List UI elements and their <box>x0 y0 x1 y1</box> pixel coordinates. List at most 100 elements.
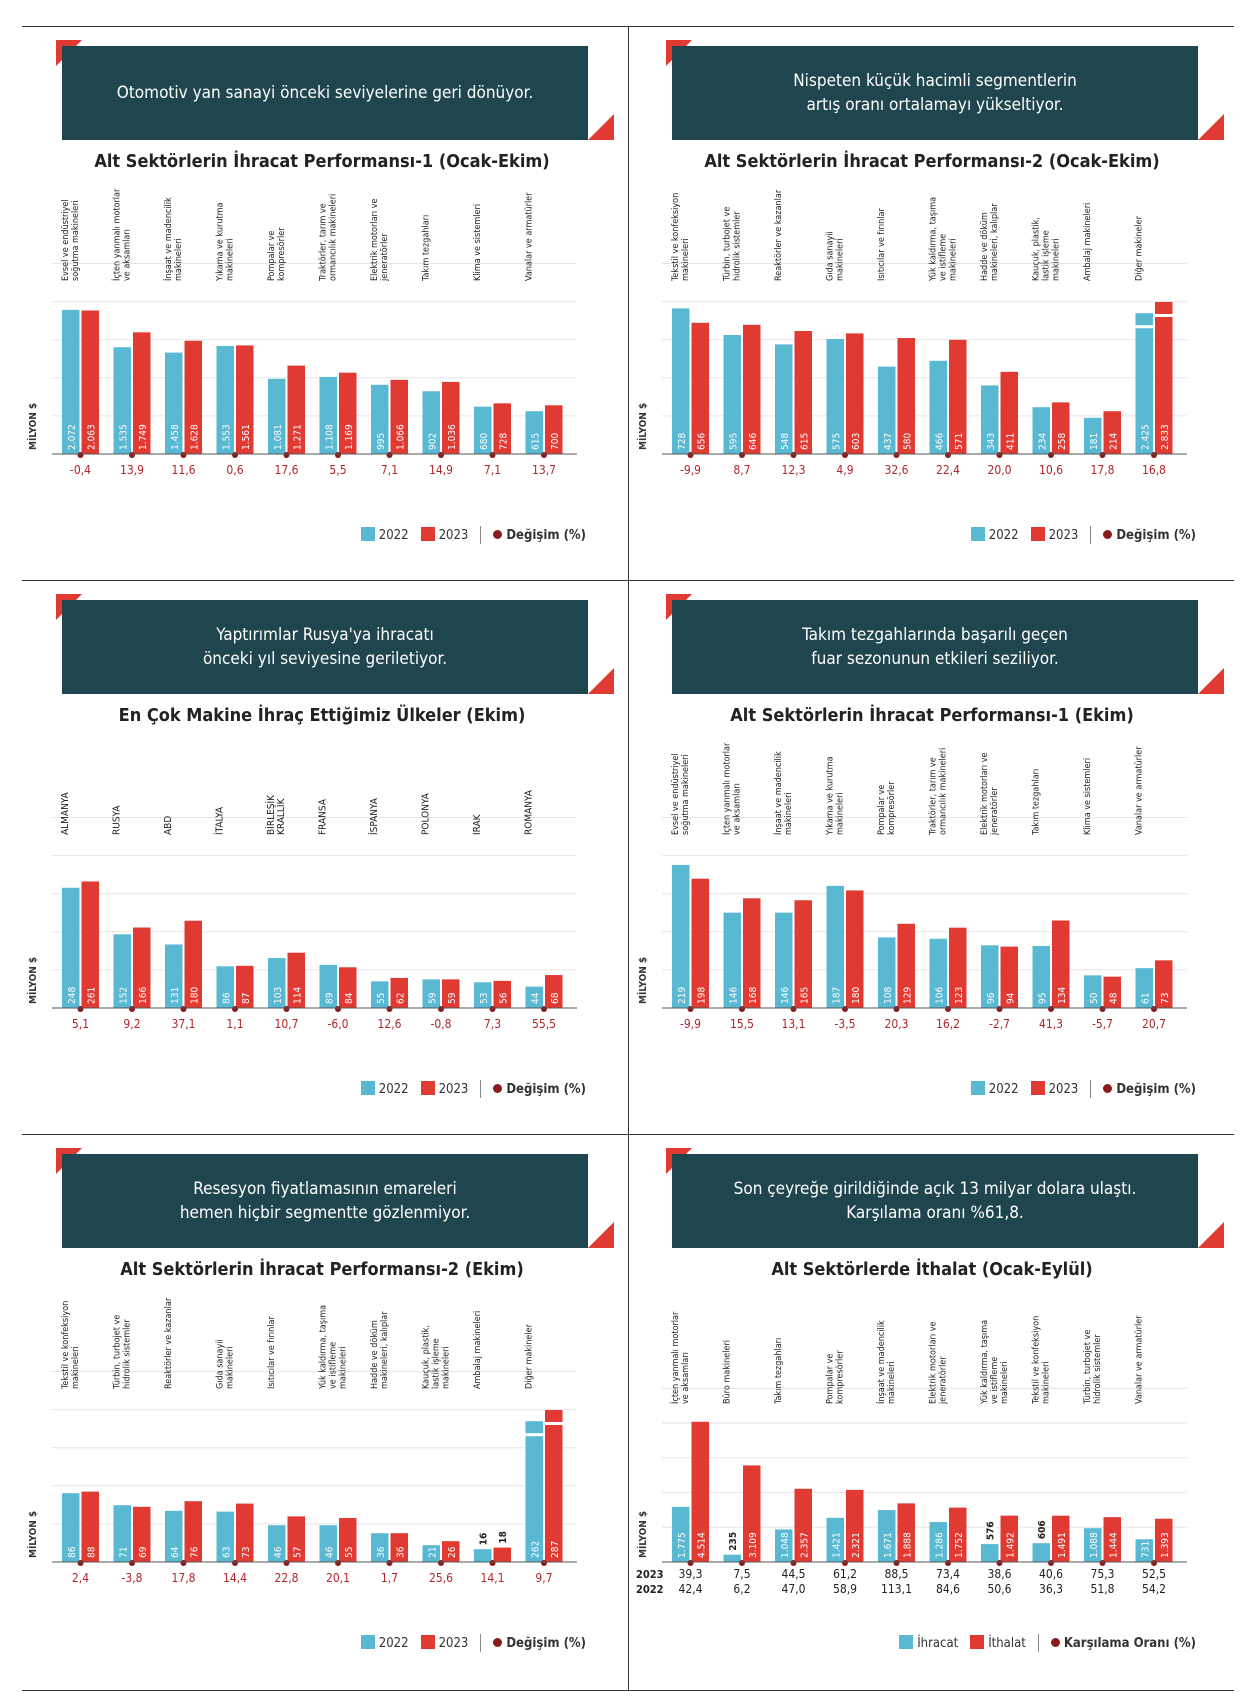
chart-panel: Son çeyreğe girildiğinde açık 13 milyar … <box>632 1134 1232 1689</box>
bar <box>929 360 947 454</box>
data-label: 48 <box>1108 992 1119 1004</box>
change-value: 5,1 <box>72 1017 89 1031</box>
bar <box>981 385 999 454</box>
category-label: Pompalar ve <box>267 231 277 281</box>
category-label: ormancılık makineleri <box>329 194 339 281</box>
bar <box>236 965 254 1008</box>
category-label: Isıtıcılar ve fırınlar <box>267 1316 277 1389</box>
data-label: 728 <box>498 433 509 450</box>
change-dot <box>489 452 496 458</box>
bar <box>133 927 151 1008</box>
category-label: jeneratörler <box>380 233 390 282</box>
change-value: 20,7 <box>1142 1017 1166 1031</box>
change-value: 14,4 <box>223 1571 247 1585</box>
change-value: 22,4 <box>936 463 960 477</box>
bar <box>525 411 543 454</box>
category-label: İnşaat ve madencilik <box>773 751 784 835</box>
bar <box>62 887 80 1008</box>
change-value: 20,3 <box>884 1017 908 1031</box>
data-label: 1.286 <box>934 1532 945 1558</box>
bar <box>743 324 761 454</box>
data-label: 219 <box>677 987 688 1004</box>
bar <box>390 379 408 454</box>
legend-separator <box>480 526 482 544</box>
category-label: makineleri, kalıplar <box>990 203 1000 281</box>
change-dot <box>180 452 187 458</box>
category-label: POLONYA <box>421 792 432 835</box>
category-label: ormancılık makineleri <box>939 748 949 835</box>
category-label: makineleri <box>784 792 794 835</box>
data-label: 1.108 <box>324 424 335 450</box>
bar <box>442 979 460 1008</box>
legend-label: Karşılama Oranı (%) <box>1063 1635 1196 1651</box>
coverage-ratio-value: 6,2 <box>733 1582 750 1596</box>
y-axis-label: MİLYON $ <box>25 957 39 1004</box>
bar <box>1155 960 1173 1008</box>
bar <box>981 945 999 1008</box>
data-label: 36 <box>376 1546 387 1558</box>
bar <box>672 864 690 1008</box>
data-label: 87 <box>241 993 252 1004</box>
category-label: ve istifleme <box>990 1357 1000 1404</box>
coverage-ratio-value: 75,3 <box>1090 1567 1114 1581</box>
category-label: İçten yanmalı motorlar <box>722 742 733 835</box>
category-label: Elektrik motorları ve <box>370 199 380 281</box>
category-label: Yük kaldırma, taşıma <box>319 1305 329 1390</box>
data-label: 615 <box>530 433 541 450</box>
data-label: 63 <box>221 1547 232 1558</box>
data-label: 16 <box>479 1533 490 1546</box>
data-label: 62 <box>395 993 406 1004</box>
data-label: 548 <box>780 433 791 450</box>
change-dot <box>232 1560 238 1566</box>
data-label: 1.048 <box>780 1532 791 1558</box>
data-label: 731 <box>1140 1541 1151 1558</box>
change-value: 7,1 <box>381 463 398 477</box>
bar <box>525 1421 543 1562</box>
bar <box>1084 975 1102 1008</box>
category-label: Evsel ve endüstriyel <box>61 199 71 281</box>
data-label: 1.749 <box>138 424 149 450</box>
change-dot <box>842 1006 848 1012</box>
bar <box>268 958 286 1008</box>
change-dot <box>129 452 135 458</box>
change-value: 7,1 <box>484 463 501 477</box>
category-label: ALMANYA <box>60 791 71 835</box>
bar <box>422 1545 440 1562</box>
data-label: 3.109 <box>748 1532 759 1558</box>
bar <box>390 1533 408 1562</box>
bar <box>1103 976 1121 1008</box>
change-dot <box>232 1006 238 1012</box>
legend-label: Değişim (%) <box>506 1635 586 1651</box>
change-dot <box>790 1006 797 1012</box>
legend-item: 2022 <box>360 1635 409 1651</box>
data-label: 606 <box>1037 1520 1048 1539</box>
change-value: 13,7 <box>532 463 556 477</box>
category-label: Yük kaldırma, taşıma <box>929 197 939 282</box>
data-label: 2.063 <box>86 424 97 450</box>
change-dot <box>893 452 900 458</box>
bar <box>525 986 543 1008</box>
bar <box>743 1465 761 1562</box>
change-value: -2,7 <box>989 1017 1010 1031</box>
banner-corner-accent <box>588 668 614 694</box>
change-value: 8,7 <box>733 463 750 477</box>
data-label: 234 <box>1037 433 1048 450</box>
data-label: 4.514 <box>696 1532 707 1558</box>
legend-label: Değişim (%) <box>506 527 586 543</box>
change-value: 1,1 <box>226 1017 243 1031</box>
legend-item: 2023 <box>1030 527 1078 543</box>
bar <box>723 912 741 1008</box>
bar <box>794 331 812 454</box>
change-dot <box>687 1006 694 1012</box>
headline-banner: Otomotiv yan sanayi önceki seviyelerine … <box>62 46 588 140</box>
ratio-row-label: 2022 <box>636 1583 664 1596</box>
bar <box>184 920 202 1008</box>
data-label: 165 <box>799 987 810 1004</box>
change-value: 20,0 <box>987 463 1011 477</box>
bar <box>545 1410 563 1562</box>
change-value: -9,9 <box>680 1017 701 1031</box>
bar <box>1155 1518 1173 1562</box>
data-label: 44 <box>530 992 541 1004</box>
chart-title: Alt Sektörlerin İhracat Performansı-2 (O… <box>704 151 1160 172</box>
category-label: makineleri <box>442 1346 452 1389</box>
